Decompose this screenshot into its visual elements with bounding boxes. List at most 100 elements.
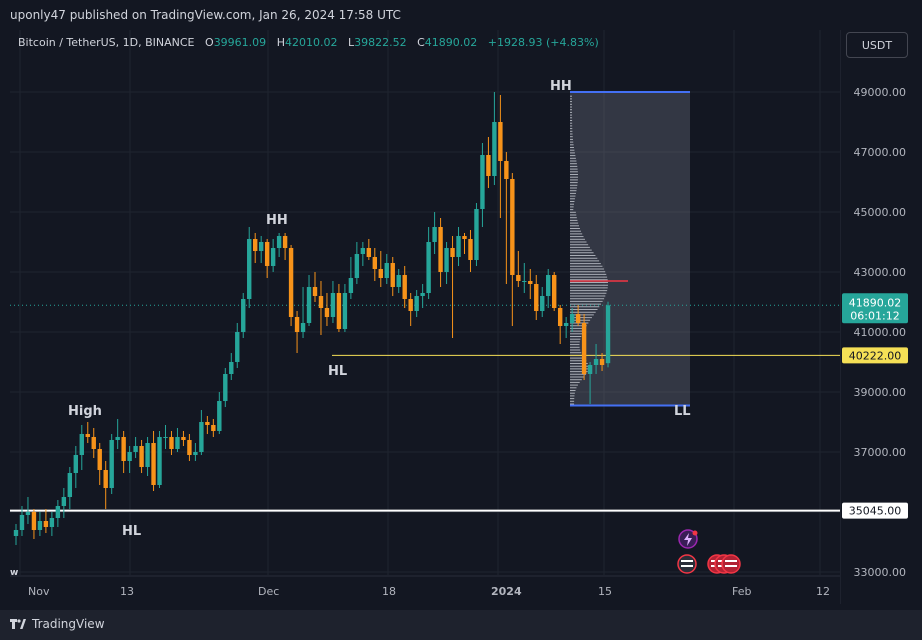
candle-body [522, 281, 527, 282]
candle-body [366, 248, 372, 257]
candle-body [270, 248, 276, 266]
candle-body [300, 323, 306, 332]
candle-body [193, 452, 198, 455]
candle-body [91, 437, 96, 449]
candle-body [540, 296, 545, 311]
x-tick-label: 15 [598, 585, 612, 598]
symbol-legend: Bitcoin / TetherUS, 1D, BINANCE O39961.0… [18, 36, 599, 49]
x-tick-label: 13 [120, 585, 134, 598]
candle-body [55, 506, 61, 518]
candle-body [534, 284, 539, 311]
candle-body [253, 239, 258, 251]
x-tick-label: 12 [816, 585, 830, 598]
candle-body [552, 275, 557, 308]
candle-body [605, 305, 611, 364]
candle-body [498, 122, 503, 161]
candle-body [97, 449, 102, 470]
candle-body [378, 269, 383, 278]
candle-body [402, 275, 407, 299]
profile-box [570, 92, 690, 406]
tradingview-logo-icon[interactable] [10, 618, 26, 630]
candle-body [486, 155, 491, 176]
open-value: 39961.09 [213, 36, 267, 49]
candle-body [43, 521, 49, 527]
annotation-label: HH [266, 213, 288, 228]
candle-body [563, 323, 569, 326]
candle-body [241, 299, 246, 332]
candle-body [587, 365, 593, 374]
candle-body [456, 236, 461, 257]
open-label: O [205, 36, 214, 49]
symbol-title: Bitcoin / TetherUS, 1D, BINANCE [18, 36, 195, 49]
candle-body [145, 443, 150, 467]
y-tick-label: 49000.00 [854, 86, 907, 99]
price-axis[interactable]: 49000.00 47000.00 45000.00 43000.00 41000.00… [839, 30, 922, 604]
candle-body [438, 227, 443, 272]
candle-body [468, 239, 473, 260]
candle-body [348, 278, 354, 293]
us-flag-icon [681, 560, 693, 562]
candle-body [19, 515, 25, 530]
yellow-level-label: 40222.00 [849, 349, 902, 362]
candle-body [492, 122, 497, 176]
candle-body [127, 452, 132, 461]
candle-body [103, 470, 108, 488]
last-price-badge [842, 293, 908, 324]
us-flag-icon [725, 560, 737, 562]
candle-body [49, 518, 55, 527]
currency-button[interactable]: USDT [846, 32, 908, 58]
candle-body [247, 239, 252, 299]
candle-body [133, 446, 138, 452]
low-value: 39822.52 [354, 36, 407, 49]
candle-body [175, 437, 180, 449]
candle-body [25, 512, 31, 515]
candle-body [211, 425, 216, 431]
candle-body [31, 512, 37, 530]
yellow-level-badge [842, 347, 908, 364]
published-bar: uponly47 published on TradingView.com, J… [0, 0, 922, 30]
high-label: H [276, 36, 285, 49]
candle-body [504, 161, 509, 179]
candle-body [229, 362, 234, 374]
candle-body [420, 293, 425, 296]
candle-body [432, 227, 437, 242]
footer-bar: TradingView [0, 610, 922, 640]
candle-body [354, 254, 360, 278]
candle-body [557, 308, 563, 326]
close-label: C [417, 36, 425, 49]
candle-body [426, 242, 431, 293]
white-level-badge [842, 502, 908, 519]
chart-area[interactable]: High HL HH HL HH LL Nov 13 Dec 18 2024 15 Feb 12 w [10, 30, 840, 604]
x-tick-label: 2024 [491, 585, 522, 598]
candle-body [575, 314, 581, 323]
x-tick-label: 18 [382, 585, 396, 598]
candle-body [73, 455, 78, 473]
candle-body [593, 359, 599, 365]
candle-body [169, 437, 174, 449]
candle-body [312, 287, 318, 296]
candle-body [516, 275, 521, 281]
currency-label: USDT [861, 38, 893, 52]
candle-body [599, 359, 605, 365]
us-flag-icon [721, 554, 741, 574]
candle-body [223, 374, 228, 401]
candle-body [288, 248, 294, 317]
candle-body [187, 440, 192, 455]
y-tick-label: 45000.00 [854, 206, 907, 219]
x-tick-label: Feb [732, 585, 751, 598]
candle-body [115, 437, 120, 440]
y-tick-label: 33000.00 [854, 566, 907, 579]
candle-body [324, 308, 330, 317]
candle-body [282, 236, 288, 248]
us-flag-icon [681, 565, 693, 567]
y-tick-label: 39000.00 [854, 386, 907, 399]
candle-body [480, 155, 485, 209]
price-axis-svg[interactable]: 49000.00 47000.00 45000.00 43000.00 41000.00… [839, 30, 922, 604]
candle-body [318, 296, 324, 308]
tradingview-brand[interactable]: TradingView [32, 617, 105, 631]
candle-body [217, 401, 222, 431]
candle-body [474, 209, 479, 260]
annotation-label: HL [122, 524, 141, 539]
candle-body [528, 281, 533, 284]
